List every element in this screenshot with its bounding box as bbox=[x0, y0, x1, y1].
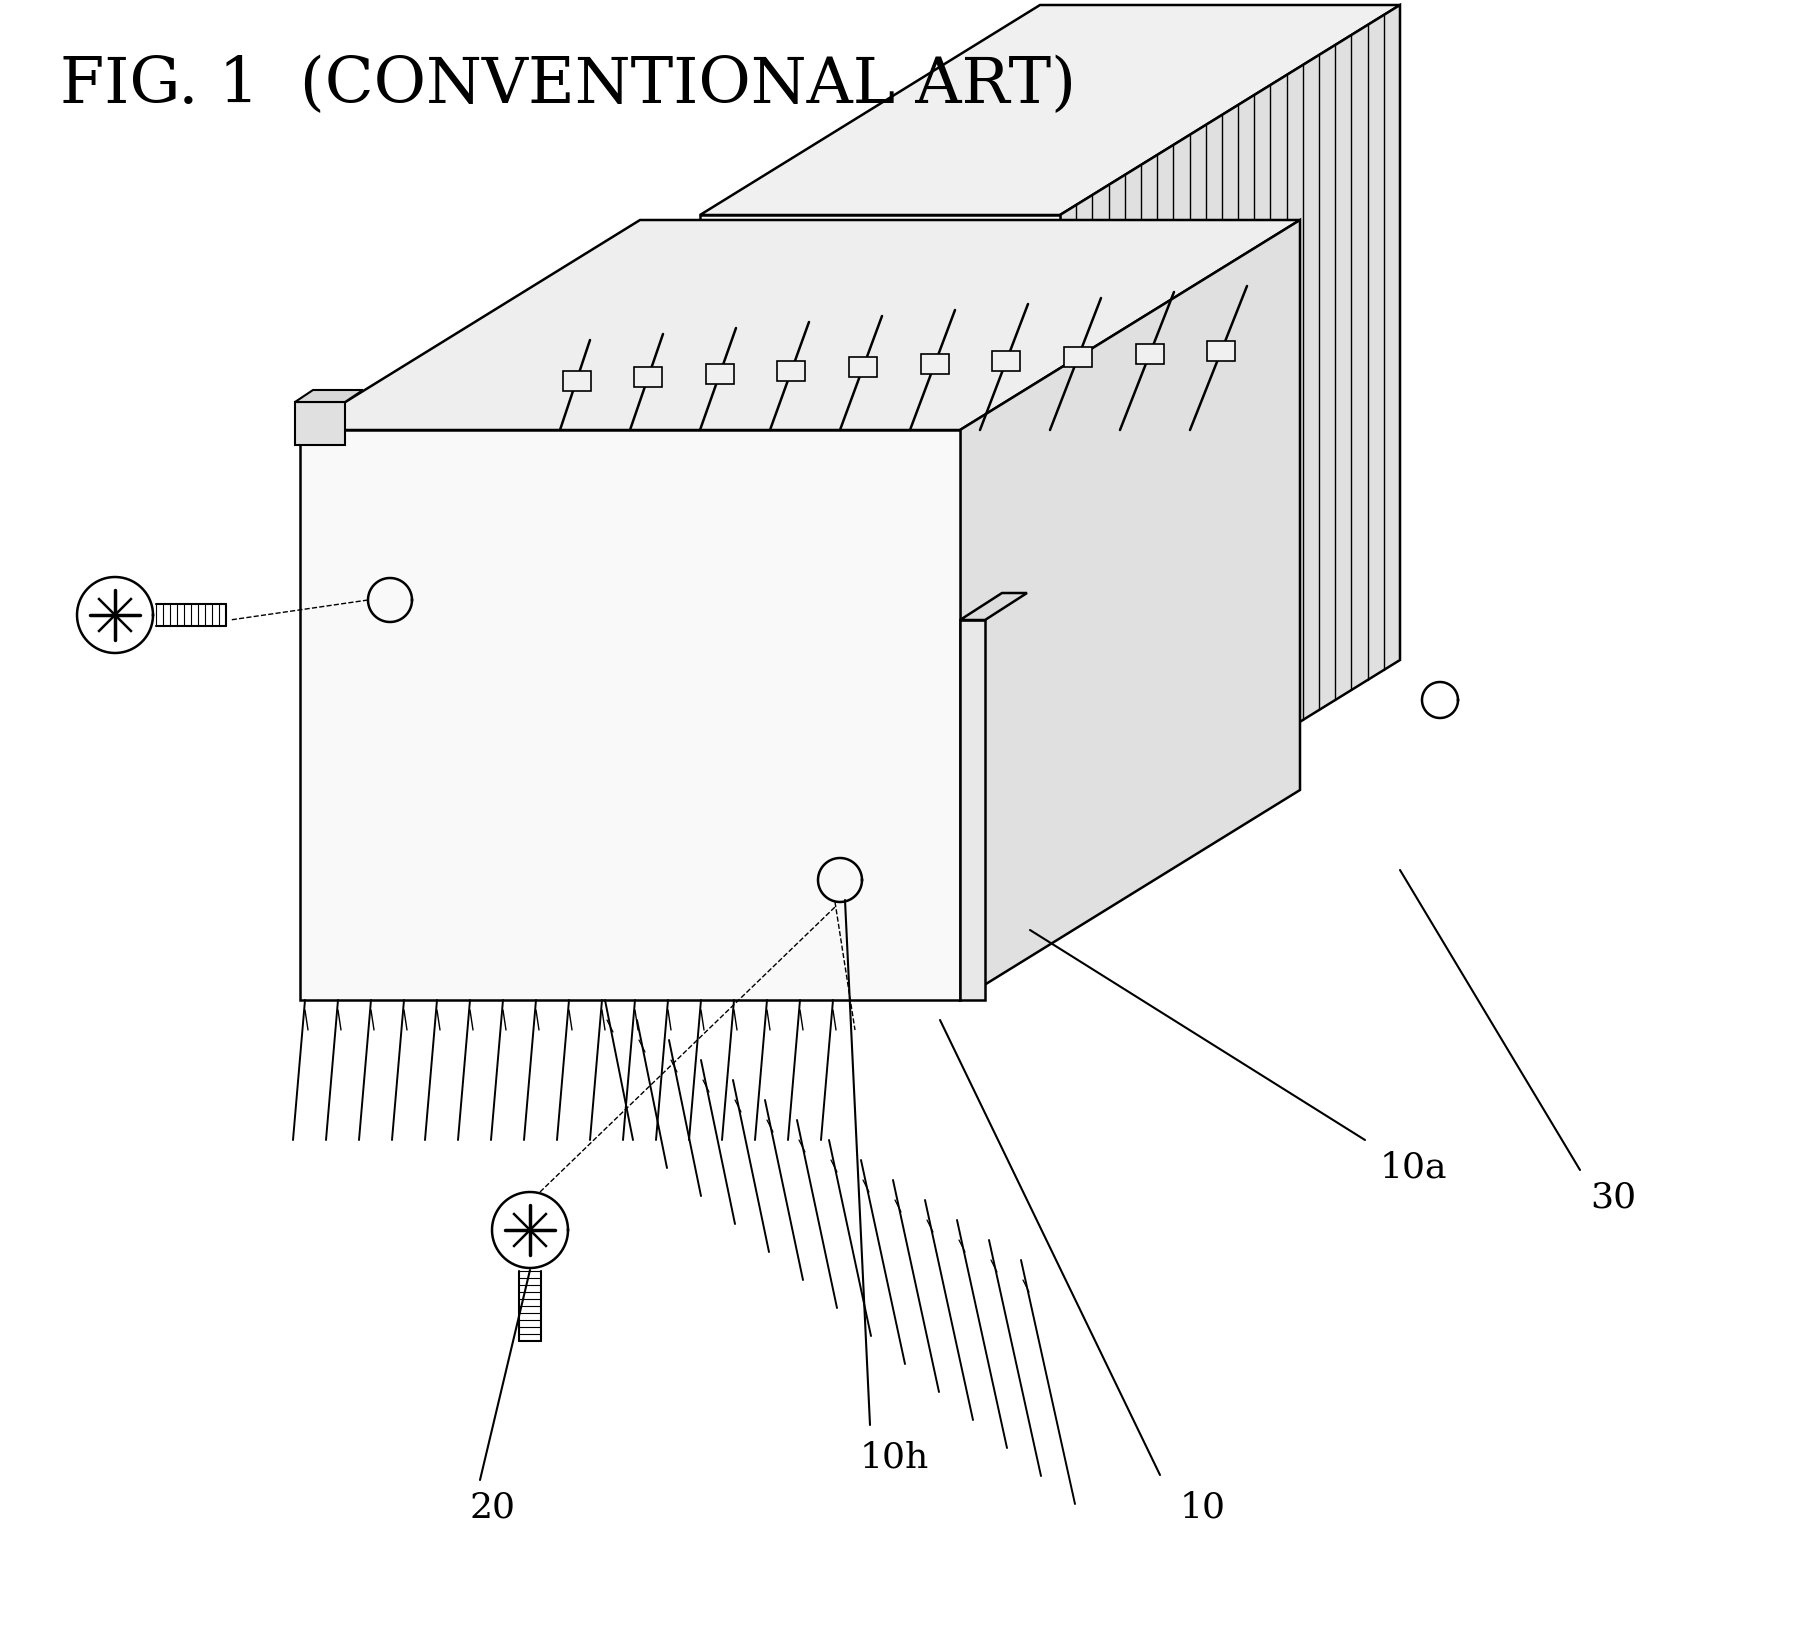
Polygon shape bbox=[850, 357, 877, 377]
Polygon shape bbox=[699, 215, 1060, 870]
Text: FIG. 1  (CONVENTIONAL ART): FIG. 1 (CONVENTIONAL ART) bbox=[59, 54, 1076, 117]
Polygon shape bbox=[1135, 344, 1164, 364]
Polygon shape bbox=[299, 429, 959, 1000]
Text: 10h: 10h bbox=[861, 1439, 929, 1474]
Polygon shape bbox=[563, 370, 590, 390]
Polygon shape bbox=[1060, 5, 1400, 870]
Text: 10: 10 bbox=[1180, 1490, 1226, 1523]
Text: 10a: 10a bbox=[1381, 1150, 1447, 1184]
Polygon shape bbox=[992, 350, 1020, 370]
Text: 30: 30 bbox=[1590, 1179, 1637, 1214]
Polygon shape bbox=[296, 401, 344, 446]
Polygon shape bbox=[299, 220, 1300, 429]
Polygon shape bbox=[922, 354, 948, 373]
Polygon shape bbox=[959, 592, 1027, 620]
Polygon shape bbox=[296, 390, 362, 401]
Polygon shape bbox=[778, 360, 805, 380]
Polygon shape bbox=[1063, 347, 1092, 367]
Text: 20: 20 bbox=[470, 1490, 516, 1523]
Polygon shape bbox=[699, 5, 1400, 215]
Polygon shape bbox=[1207, 341, 1235, 360]
Polygon shape bbox=[959, 620, 984, 1000]
Polygon shape bbox=[959, 220, 1300, 1000]
Polygon shape bbox=[635, 367, 662, 387]
Polygon shape bbox=[706, 364, 733, 383]
